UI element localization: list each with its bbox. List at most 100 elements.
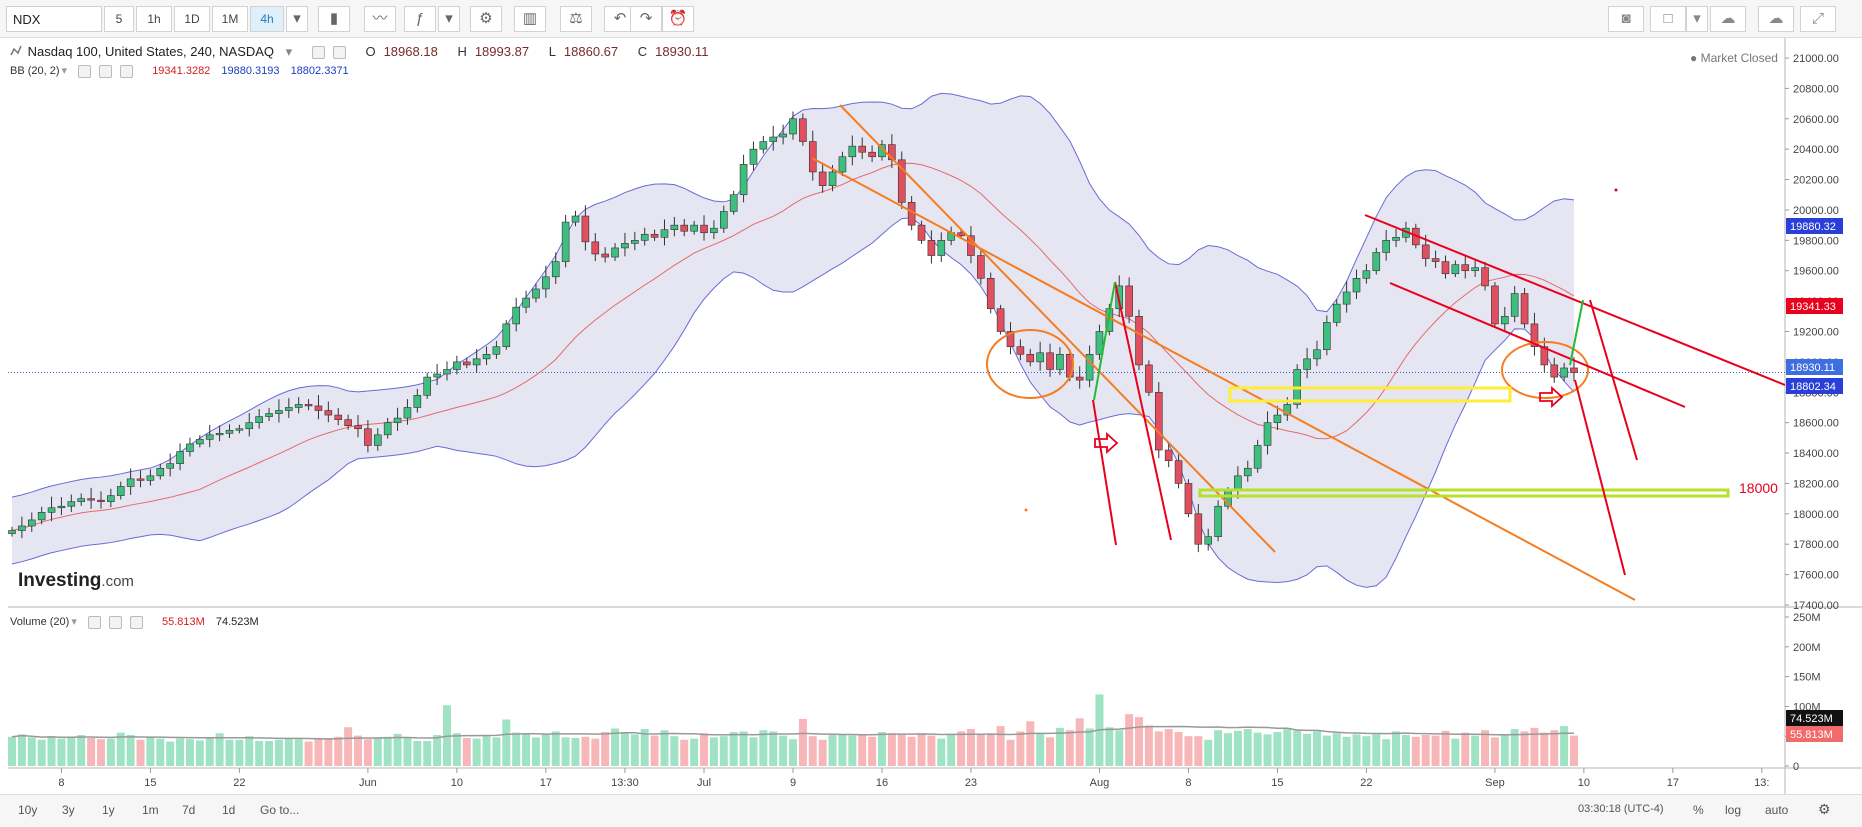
interval-1h[interactable]: 1h: [136, 6, 172, 32]
volume-bar: [106, 738, 115, 766]
candle-body: [759, 141, 768, 150]
range-1m[interactable]: 1m: [142, 803, 159, 817]
settings-gear-icon[interactable]: ⚙: [1818, 801, 1831, 817]
bars-icon[interactable]: ▥: [514, 6, 546, 32]
log-toggle[interactable]: log: [1725, 803, 1742, 817]
line-chart-icon[interactable]: 〰: [364, 6, 396, 32]
candle-body: [888, 144, 896, 161]
volume-bar: [1184, 736, 1193, 766]
volume-bar: [363, 739, 372, 766]
cloud-download-icon[interactable]: ☁: [1710, 6, 1746, 32]
badge-upper: 19880.32: [1790, 221, 1836, 233]
time-tick-label: 10: [451, 777, 463, 789]
cloud-upload-icon[interactable]: ☁: [1758, 6, 1794, 32]
chevron-down-icon[interactable]: ▾: [1686, 6, 1708, 32]
badge-volume-ma-bg: [1786, 710, 1843, 726]
candle-body: [87, 498, 95, 501]
close-icon[interactable]: [120, 64, 134, 78]
candle-body: [304, 404, 313, 407]
range-1d[interactable]: 1d: [222, 803, 236, 817]
close-icon[interactable]: [129, 615, 143, 629]
candle-body: [166, 463, 174, 469]
chevron-down-icon[interactable]: ▾: [438, 6, 460, 32]
candle-body: [828, 171, 837, 186]
candles-icon[interactable]: ▮: [318, 6, 350, 32]
range-3y[interactable]: 3y: [62, 803, 75, 817]
candle-body: [660, 229, 669, 238]
price-legend: Nasdaq 100, United States, 240, NASDAQ ▾…: [10, 44, 724, 60]
candle-body: [729, 194, 738, 212]
candle-body: [413, 395, 422, 408]
volume-bar: [1392, 731, 1401, 766]
settings-icon[interactable]: [108, 615, 122, 629]
chart[interactable]: 21000.00 20800.00 20600.00 20400.00 20200.00…: [0, 38, 1862, 794]
price-tick-label: 18400.00: [1793, 448, 1839, 460]
volume-bar: [452, 733, 461, 766]
balance-icon[interactable]: ⚖: [560, 6, 592, 32]
candle-body: [8, 530, 16, 534]
range-10y[interactable]: 10y: [18, 803, 38, 817]
candle-body: [927, 240, 936, 256]
volume-ma-line: [11, 725, 1575, 740]
chevron-down-icon[interactable]: ▾: [286, 6, 308, 32]
symbol-input[interactable]: [6, 6, 102, 32]
camera-icon[interactable]: ◙: [1608, 6, 1644, 32]
candle-body: [1570, 367, 1578, 373]
candle-body: [1154, 391, 1163, 451]
settings-icon[interactable]: [99, 64, 113, 78]
gear-icon[interactable]: ⚙: [470, 6, 502, 32]
volume-bar: [393, 733, 402, 766]
range-1y[interactable]: 1y: [102, 803, 115, 817]
square-icon[interactable]: □: [1650, 6, 1686, 32]
volume-bar: [1550, 730, 1559, 766]
candle-body: [1481, 267, 1489, 287]
settings-icon[interactable]: [332, 46, 346, 60]
candle-body: [492, 346, 501, 355]
volume-bar: [1144, 725, 1153, 766]
goto-link[interactable]: Go to...: [260, 803, 300, 817]
bb-icons[interactable]: [78, 64, 141, 78]
eye-icon[interactable]: [311, 46, 325, 60]
interval-1D[interactable]: 1D: [174, 6, 210, 32]
red-projection-line: [1114, 281, 1172, 541]
price-tick-label: 20200.00: [1793, 175, 1839, 187]
indicator-icon[interactable]: ƒ: [404, 6, 436, 32]
price-tick-label: 17800.00: [1793, 539, 1839, 551]
bb-lower: 18802.3371: [290, 65, 349, 77]
bb-legend: BB (20, 2) ▾ 19341.3282 19880.3193 18802.…: [10, 64, 349, 78]
volume-bar: [96, 739, 105, 766]
volume-bar: [433, 735, 442, 766]
candle-body: [1362, 270, 1371, 279]
redo-icon[interactable]: ↷: [630, 6, 662, 32]
candle-body: [986, 278, 995, 310]
volume-bar: [77, 735, 86, 766]
auto-toggle[interactable]: auto: [1765, 803, 1789, 817]
candle-body: [285, 407, 293, 411]
stray-dot: [1614, 188, 1618, 192]
legend-icons[interactable]: [311, 44, 354, 60]
price-tick-label: 18000.00: [1793, 509, 1839, 521]
volume-bar: [225, 739, 234, 766]
red-projection-line: [1574, 379, 1626, 576]
range-7d[interactable]: 7d: [182, 803, 196, 817]
candle-body: [37, 512, 46, 521]
candle-body: [275, 410, 283, 414]
alert-icon[interactable]: ⏰: [662, 6, 694, 32]
interval-1M[interactable]: 1M: [212, 6, 248, 32]
eye-icon[interactable]: [78, 64, 92, 78]
candle-body: [255, 416, 263, 423]
eye-icon[interactable]: [87, 615, 101, 629]
percent-toggle[interactable]: %: [1693, 803, 1704, 817]
volume-bar: [146, 737, 155, 766]
volume-icons[interactable]: [87, 615, 151, 629]
candle-body: [373, 434, 382, 446]
candle-body: [532, 288, 540, 299]
volume-bar: [1570, 735, 1578, 766]
interval-5[interactable]: 5: [104, 6, 134, 32]
fullscreen-icon[interactable]: ⤢: [1800, 6, 1836, 32]
volume-bar: [294, 739, 303, 766]
volume-bar: [611, 728, 620, 766]
interval-4h[interactable]: 4h: [250, 6, 284, 32]
candle-body: [1214, 505, 1222, 537]
candle-body: [1313, 349, 1321, 360]
